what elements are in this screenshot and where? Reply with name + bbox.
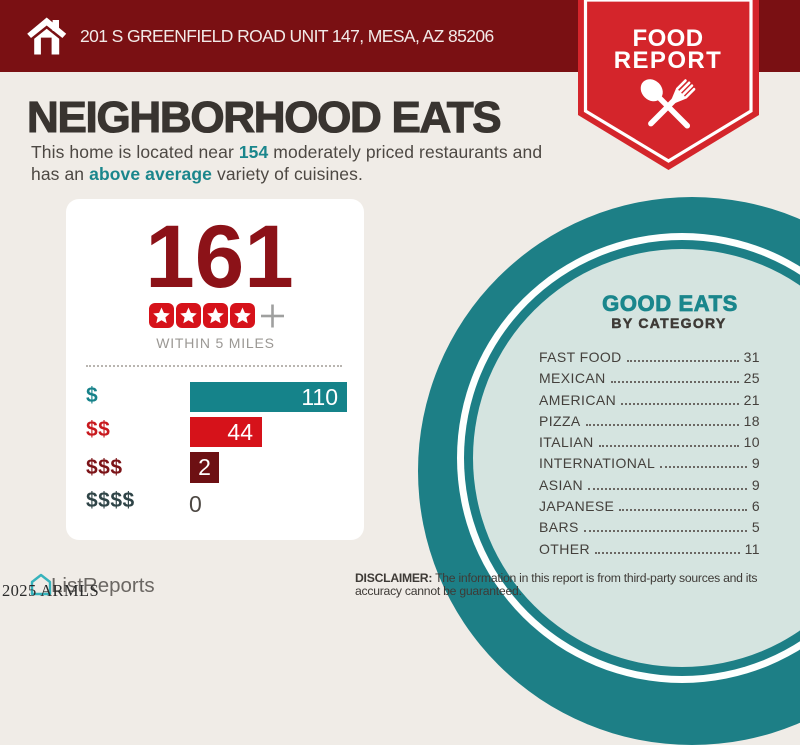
svg-text:REPORT: REPORT — [614, 47, 722, 74]
svg-text:FOOD: FOOD — [633, 25, 704, 52]
